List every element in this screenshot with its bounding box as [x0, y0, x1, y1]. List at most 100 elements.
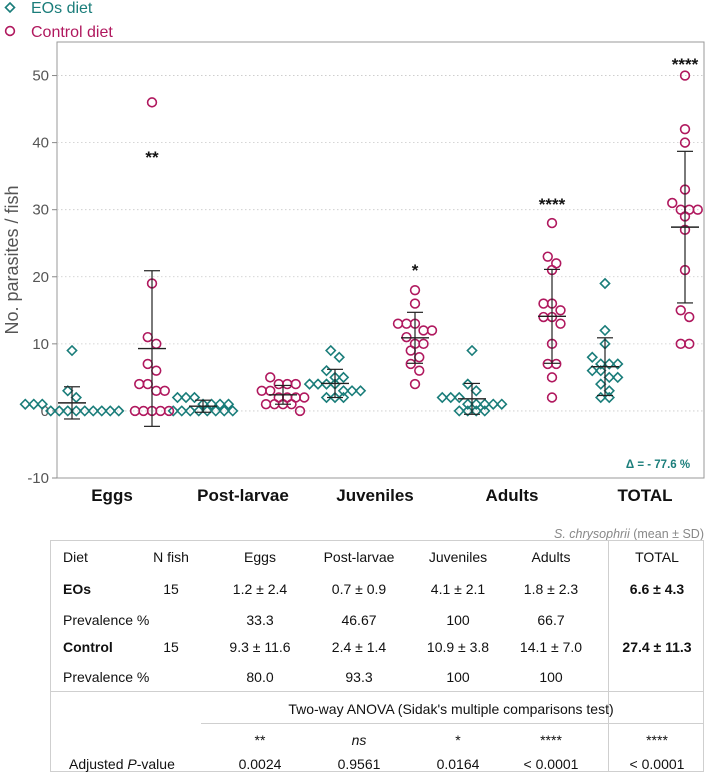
eos-data-point — [62, 405, 74, 417]
eos-data-point — [337, 371, 350, 384]
eos-data-point — [214, 398, 226, 410]
legend-eos-marker — [4, 1, 16, 14]
control-data-point — [392, 318, 404, 329]
eos-data-point — [176, 405, 188, 417]
eos-data-point — [36, 398, 48, 410]
y-tick-label: 20 — [32, 269, 49, 286]
row-eos-prev-post-larvae: 46.67 — [341, 612, 377, 628]
row-eos-eggs: 1.2 ± 2.4 — [232, 581, 288, 597]
eos-data-point — [453, 391, 465, 404]
control-data-point — [551, 358, 562, 370]
control-data-point — [290, 378, 301, 390]
control-data-point — [138, 405, 149, 417]
eos-data-point — [113, 405, 125, 417]
row-eos-juveniles: 4.1 ± 2.1 — [430, 581, 486, 597]
eos-data-point — [586, 364, 598, 377]
y-tick-label: 40 — [32, 135, 49, 152]
control-data-point — [256, 385, 267, 396]
eos-data-point — [436, 391, 448, 404]
eos-data-point — [171, 391, 184, 404]
pval-eggs: 0.0024 — [238, 756, 282, 772]
eos-data-point — [354, 385, 367, 397]
control-data-point — [542, 251, 553, 262]
y-tick-label: 0 — [41, 403, 49, 420]
y-tick-label: -10 — [27, 470, 49, 487]
eos-data-point — [53, 405, 65, 417]
pval-total: < 0.0001 — [629, 756, 685, 772]
row-control-juveniles: 10.9 ± 3.8 — [426, 639, 490, 655]
control-data-point — [282, 378, 293, 390]
control-data-point — [546, 217, 558, 229]
row-control-prev-adults: 100 — [539, 669, 563, 685]
eos-data-point — [45, 405, 57, 417]
row-eos-diet: EOs — [63, 581, 92, 597]
control-data-point — [546, 372, 558, 383]
control-data-point — [265, 385, 276, 396]
control-data-point — [409, 378, 421, 390]
eos-data-point — [595, 364, 607, 377]
eos-data-point — [66, 344, 78, 357]
sig-total: **** — [646, 732, 668, 748]
control-data-point — [555, 318, 566, 329]
plot-frame — [56, 41, 705, 479]
significance-marker: ** — [145, 148, 159, 167]
header-juveniles: Juveniles — [428, 549, 488, 565]
eos-data-point — [487, 398, 499, 410]
control-data-point — [142, 378, 153, 390]
control-data-point — [418, 325, 429, 336]
control-data-point — [405, 358, 416, 370]
adjusted-p-value-label: Adjusted P-value — [69, 756, 175, 772]
control-data-point — [679, 137, 691, 148]
eos-data-point — [586, 351, 598, 363]
eos-data-point — [445, 391, 457, 404]
sig-post-larvae: ns — [351, 732, 367, 748]
control-data-point — [675, 305, 686, 316]
significance-marker: **** — [672, 55, 699, 74]
y-tick-label: 50 — [32, 68, 49, 85]
eos-data-point — [320, 364, 333, 377]
eos-data-point — [612, 371, 624, 384]
eos-data-point — [201, 405, 213, 417]
significance-marker: **** — [539, 195, 566, 214]
eos-data-point — [603, 358, 615, 370]
eos-data-point — [595, 358, 607, 370]
row-eos-prev-adults: 66.7 — [537, 612, 565, 628]
x-category-label: Post-larvae — [197, 486, 289, 505]
eos-data-point — [222, 398, 235, 410]
anova-title: Two-way ANOVA (Sidak's multiple comparis… — [288, 701, 614, 717]
sig-juveniles: * — [455, 732, 461, 748]
eos-data-point — [62, 385, 74, 397]
eos-data-point — [479, 398, 491, 410]
sig-eggs: ** — [254, 732, 266, 748]
eos-data-point — [337, 385, 350, 397]
eos-data-point — [462, 405, 474, 417]
x-category-label: Juveniles — [336, 486, 414, 505]
table-divider-horizontal — [51, 691, 703, 692]
header-eggs: Eggs — [244, 549, 276, 565]
control-data-point — [151, 365, 162, 376]
caption-suffix: (mean ± SD) — [633, 527, 704, 541]
parasite-chart: -10 0 10 20 30 40 50 No. parasites / fish Eggs Po… — [2, 0, 705, 505]
pval-juveniles: 0.0164 — [436, 756, 480, 772]
control-data-point — [418, 338, 429, 350]
row-eos-n: 15 — [163, 581, 179, 597]
pval-label-pre: Adjusted — [69, 756, 128, 772]
control-data-point — [163, 405, 175, 417]
control-data-point — [679, 123, 691, 135]
header-total: TOTAL — [635, 549, 679, 565]
y-axis-label: No. parasites / fish — [2, 185, 22, 334]
x-category-label: Adults — [486, 486, 539, 505]
legend-control-label: Control diet — [31, 24, 113, 41]
eos-data-point — [227, 405, 239, 417]
row-control-total: 27.4 ± 11.3 — [622, 639, 692, 655]
eos-data-point — [329, 391, 341, 404]
eos-data-point — [599, 324, 611, 337]
eos-data-point — [180, 391, 192, 404]
control-data-point — [405, 345, 416, 356]
control-data-point — [299, 392, 310, 403]
control-data-point — [142, 358, 153, 370]
eos-data-point — [104, 405, 116, 417]
eos-data-point — [346, 385, 358, 397]
eos-data-point — [167, 405, 179, 417]
summary-table: Diet N fish Eggs Post-larvae Juveniles A… — [50, 540, 704, 772]
